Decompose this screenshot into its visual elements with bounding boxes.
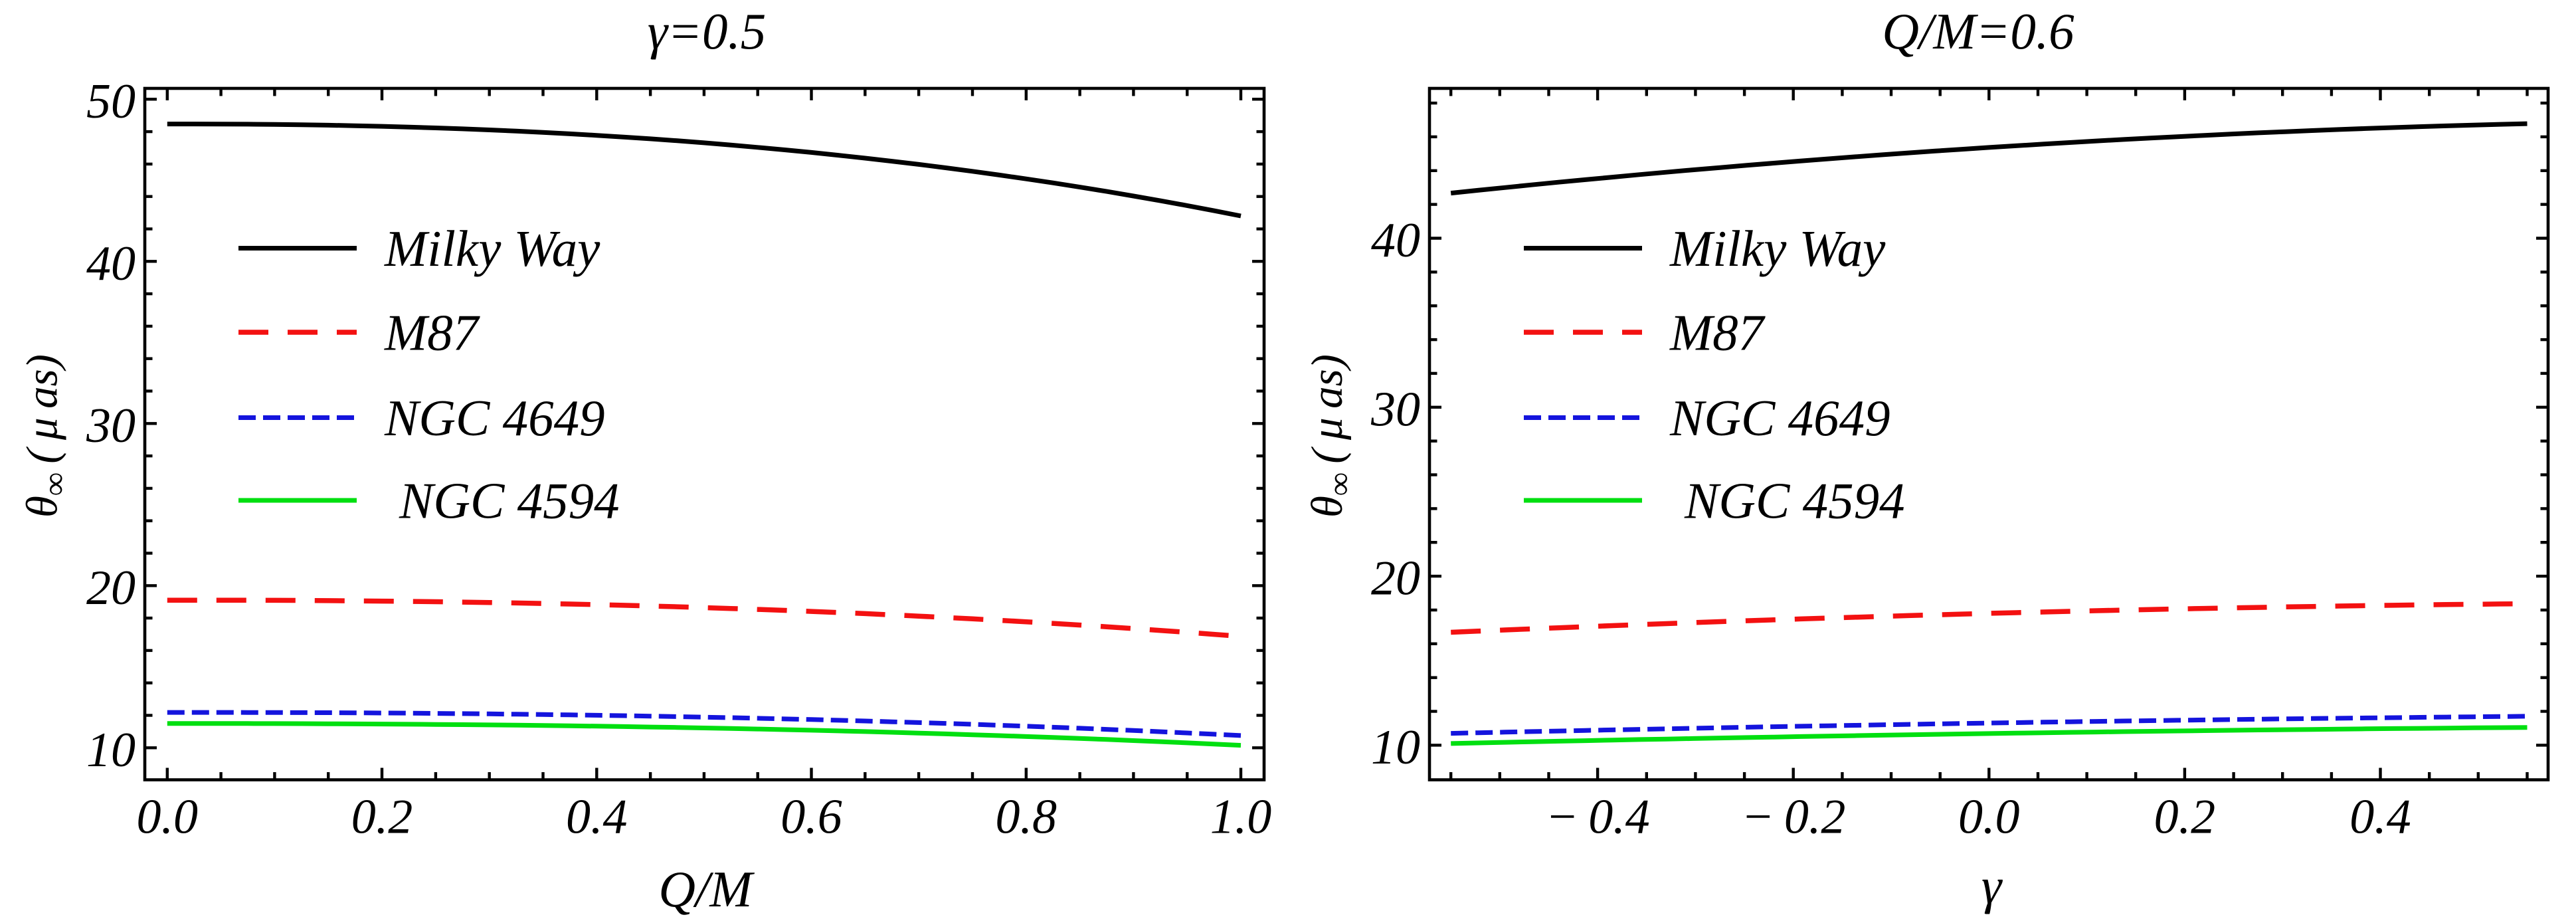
- svg-text:20: 20: [1371, 552, 1420, 606]
- svg-text:0.8: 0.8: [996, 790, 1058, 845]
- svg-text:Q/M=0.6: Q/M=0.6: [1882, 3, 2074, 60]
- svg-text:M87: M87: [384, 304, 481, 361]
- svg-text:NGC 4649: NGC 4649: [1669, 389, 1890, 447]
- svg-text:0.2: 0.2: [2154, 790, 2216, 845]
- svg-text:− 0.2: − 0.2: [1741, 790, 1845, 845]
- svg-text:0.6: 0.6: [781, 790, 842, 845]
- svg-text:γ: γ: [1981, 857, 2003, 914]
- svg-text:0.0: 0.0: [1958, 790, 2020, 845]
- svg-text:1.0: 1.0: [1210, 790, 1272, 845]
- svg-text:0.0: 0.0: [137, 790, 199, 845]
- svg-text:10: 10: [1371, 720, 1420, 775]
- svg-text:40: 40: [86, 237, 136, 291]
- svg-text:20: 20: [86, 561, 136, 615]
- svg-text:10: 10: [86, 723, 136, 777]
- svg-text:NGC 4594: NGC 4594: [399, 472, 620, 530]
- svg-text:θ∞ ( μ as): θ∞ ( μ as): [18, 354, 73, 518]
- svg-text:30: 30: [1370, 382, 1420, 437]
- svg-text:− 0.4: − 0.4: [1545, 790, 1649, 845]
- svg-text:50: 50: [86, 74, 136, 129]
- svg-text:Milky Way: Milky Way: [1669, 220, 1886, 277]
- svg-text:γ=0.5: γ=0.5: [648, 3, 767, 60]
- svg-text:NGC 4594: NGC 4594: [1684, 472, 1905, 530]
- svg-text:40: 40: [1371, 213, 1420, 268]
- svg-text:0.2: 0.2: [351, 790, 413, 845]
- svg-text:Q/M: Q/M: [658, 861, 755, 918]
- svg-text:NGC 4649: NGC 4649: [384, 389, 605, 447]
- svg-text:0.4: 0.4: [2349, 790, 2411, 845]
- svg-text:M87: M87: [1669, 304, 1766, 361]
- svg-text:30: 30: [86, 399, 136, 453]
- svg-text:Milky Way: Milky Way: [384, 220, 600, 277]
- svg-text:0.4: 0.4: [566, 790, 628, 845]
